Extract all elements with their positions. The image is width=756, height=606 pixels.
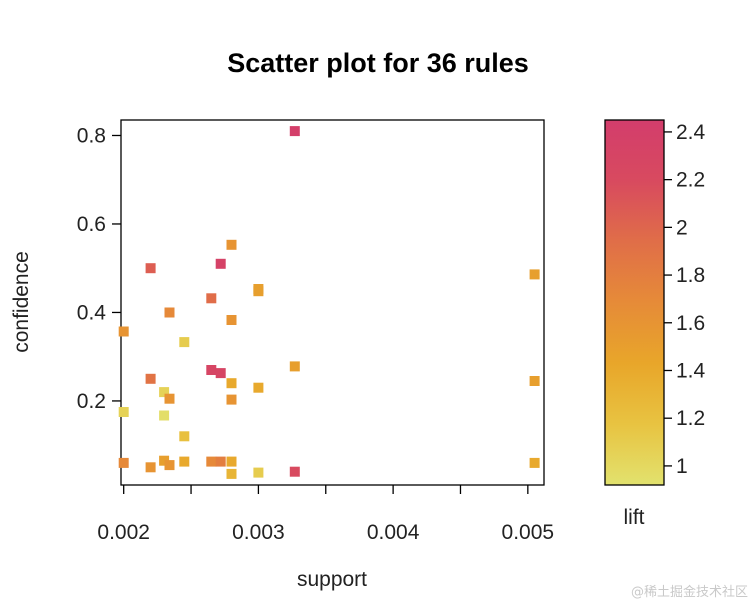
data-point: [164, 393, 175, 404]
data-point: [226, 315, 237, 325]
data-point: [159, 410, 170, 421]
y-tick-label: 0.4: [77, 301, 107, 324]
data-point: [215, 456, 226, 467]
data-point: [289, 126, 300, 137]
y-axis-ticks: 0.2 0.4 0.6 0.8: [77, 124, 121, 413]
y-tick-label: 0.8: [77, 124, 106, 147]
color-scale-tick-label: 1: [676, 455, 688, 478]
data-point: [529, 457, 540, 468]
plot-area: 0.002 0.003 0.004 0.005 0.2 0.4 0.6 0.8: [77, 119, 554, 544]
y-tick-label: 0.2: [77, 390, 106, 413]
data-point: [226, 378, 237, 389]
x-tick-label: 0.002: [97, 521, 150, 544]
color-scale-tick-label: 1.8: [676, 264, 705, 287]
data-point: [145, 462, 156, 473]
y-axis-label: confidence: [10, 251, 33, 353]
data-point: [118, 457, 129, 468]
data-point: [179, 431, 190, 442]
x-tick-label: 0.004: [367, 521, 420, 544]
plot-frame: [120, 119, 545, 486]
x-tick-label: 0.003: [232, 521, 285, 544]
data-point: [145, 263, 156, 274]
data-point: [118, 407, 129, 417]
data-point: [179, 456, 190, 467]
color-scale-ticks: 1 1.2 1.4 1.6 1.8 2 2.2 2.4: [664, 121, 706, 478]
color-scale-tick-label: 2.4: [676, 121, 706, 144]
color-scale-bar: [604, 119, 665, 486]
color-scale-tick-label: 2: [676, 216, 688, 239]
watermark-text: @稀土掘金技术社区: [630, 585, 748, 600]
data-point: [253, 286, 264, 297]
data-point: [164, 307, 175, 318]
data-point: [253, 467, 264, 478]
data-point: [118, 326, 129, 337]
data-point: [179, 337, 190, 348]
x-axis-ticks: 0.002 0.003 0.004 0.005: [97, 485, 554, 544]
data-point: [253, 382, 264, 393]
data-point: [215, 258, 226, 269]
data-points: [118, 126, 540, 479]
data-point: [529, 269, 540, 280]
color-scale-label: lift: [624, 506, 645, 529]
color-legend: 1 1.2 1.4 1.6 1.8 2 2.2 2.4 lift: [604, 119, 706, 529]
data-point: [226, 394, 237, 405]
y-tick-label: 0.6: [77, 213, 106, 236]
data-point: [226, 456, 237, 467]
color-scale-tick-label: 1.4: [676, 359, 706, 382]
color-scale-tick-label: 2.2: [676, 169, 705, 192]
x-axis-label: support: [297, 568, 367, 591]
data-point: [215, 368, 226, 379]
data-point: [529, 376, 540, 386]
data-point: [289, 361, 300, 372]
data-point: [159, 387, 170, 398]
data-point: [206, 456, 217, 467]
data-point: [226, 468, 237, 479]
data-point: [159, 455, 170, 466]
data-point: [164, 460, 175, 471]
data-point: [206, 365, 217, 375]
data-point: [145, 373, 156, 384]
chart-title: Scatter plot for 36 rules: [227, 48, 529, 78]
x-tick-label: 0.005: [502, 521, 555, 544]
color-scale-tick-label: 1.2: [676, 407, 705, 430]
data-point: [289, 466, 300, 477]
data-point: [226, 239, 237, 250]
data-point: [206, 293, 217, 304]
color-scale-tick-label: 1.6: [676, 312, 705, 335]
